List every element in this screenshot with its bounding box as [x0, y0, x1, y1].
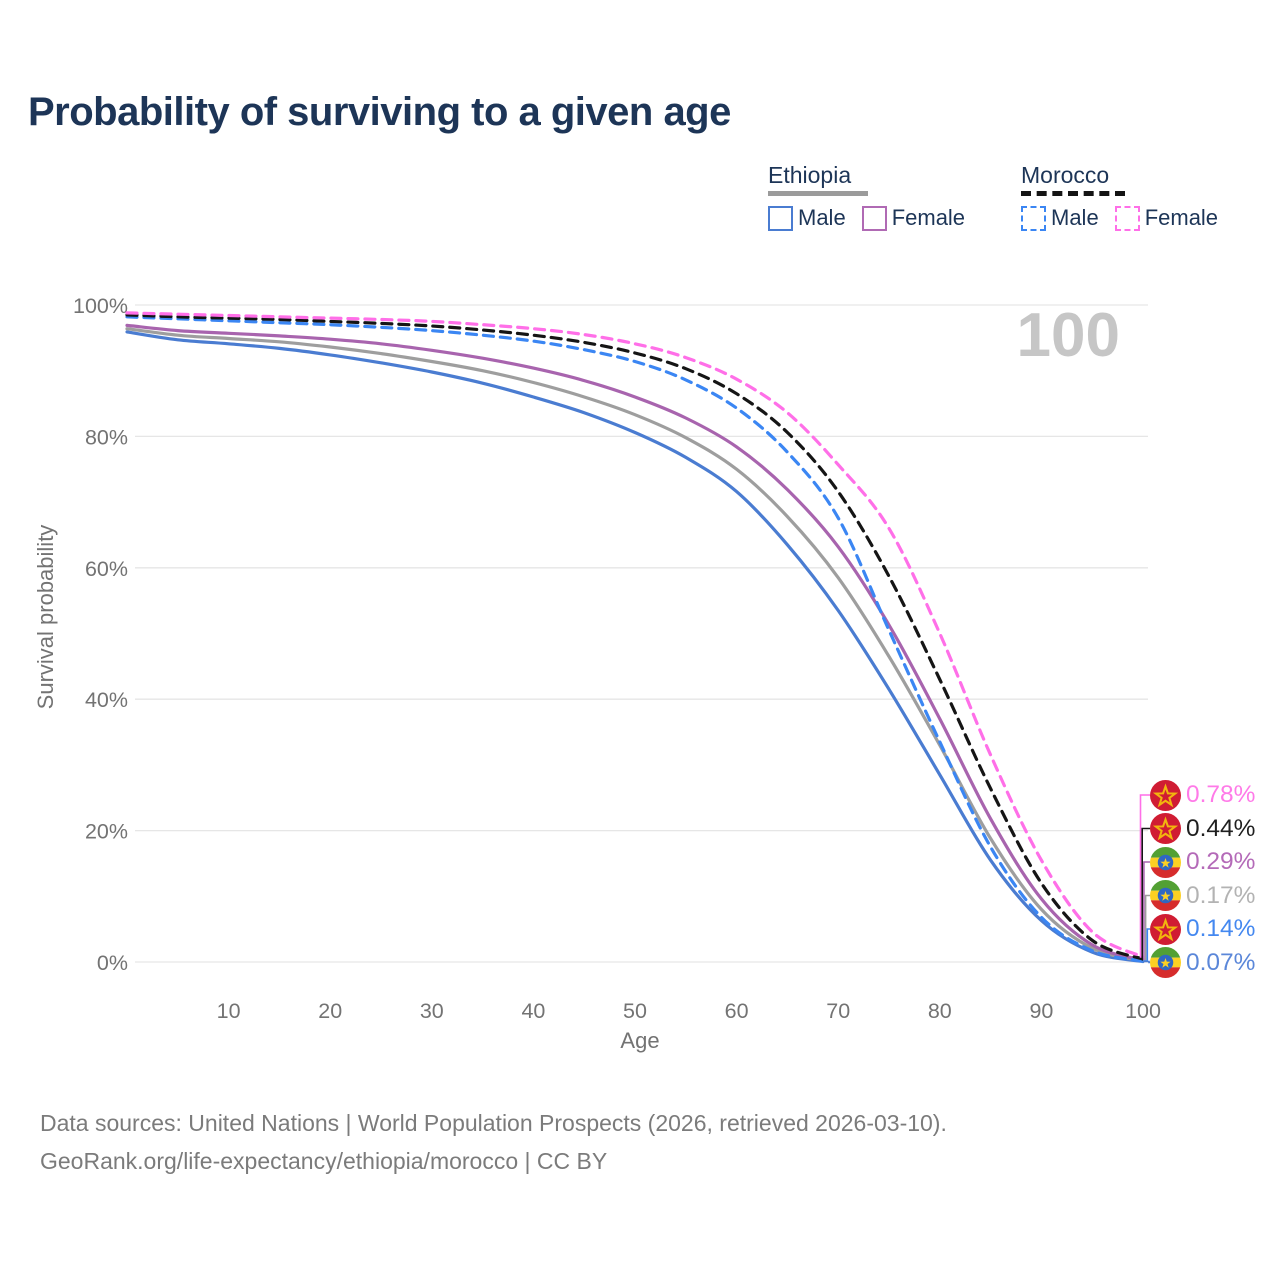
y-tick-60: 60% — [85, 557, 128, 581]
swatch-morocco-female — [1114, 205, 1140, 231]
y-tick-80: 80% — [85, 425, 128, 449]
swatch-ethiopia-female — [861, 205, 887, 231]
y-tick-40: 40% — [85, 688, 128, 712]
y-tick-0: 0% — [97, 951, 128, 975]
series-line-morocco-all[interactable] — [125, 313, 1145, 961]
swatch-ethiopia-male — [768, 205, 793, 231]
swatch-morocco-male — [1021, 205, 1046, 231]
legend-line-sample-dashed — [1021, 191, 1125, 196]
ethiopia-flag-icon — [1150, 947, 1181, 978]
legend-label-morocco-male: Male — [1051, 205, 1099, 230]
ethiopia-flag-icon — [1150, 880, 1181, 911]
legend-group-ethiopia[interactable]: Ethiopia Male Female — [768, 163, 965, 231]
series-line-ethiopia-male[interactable] — [125, 330, 1145, 964]
end-value-ethiopia-female: 0.29% — [1186, 848, 1256, 875]
end-label-morocco-male[interactable]: 0.14% — [1150, 913, 1255, 946]
end-value-ethiopia-male: 0.07% — [1186, 948, 1256, 976]
footer-sources: Data sources: United Nations | World Pop… — [40, 1110, 947, 1136]
x-tick-10: 10 — [217, 999, 241, 1023]
footer-note: Data sources: United Nations | World Pop… — [40, 1104, 947, 1180]
x-tick-80: 80 — [928, 999, 952, 1023]
x-tick-70: 70 — [826, 999, 850, 1023]
series-line-morocco-female[interactable] — [125, 311, 1145, 959]
legend-group-morocco[interactable]: Morocco Male Female — [1021, 163, 1218, 231]
x-tick-100: 100 — [1125, 999, 1161, 1023]
end-value-ethiopia-all: 0.17% — [1186, 881, 1256, 909]
morocco-flag-icon — [1150, 913, 1181, 945]
end-connector-ethiopia-male — [1143, 960, 1150, 964]
legend-line-sample-solid — [768, 191, 868, 196]
series-line-ethiopia-all[interactable] — [125, 327, 1145, 963]
x-tick-50: 50 — [623, 999, 647, 1023]
legend-item-ethiopia-male[interactable]: Male — [768, 205, 846, 231]
legend-header-ethiopia[interactable]: Ethiopia — [768, 162, 852, 188]
legend-label-ethiopia-female: Female — [891, 205, 966, 230]
y-tick-100: 100% — [73, 294, 128, 318]
end-value-morocco-all: 0.44% — [1186, 814, 1256, 842]
morocco-flag-icon — [1150, 779, 1181, 811]
y-axis-title: Survival probability — [33, 524, 58, 710]
end-connector-ethiopia-female — [1143, 861, 1150, 961]
end-connector-morocco-all — [1141, 827, 1150, 960]
footer-url: GeoRank.org/life-expectancy/ethiopia/mor… — [40, 1148, 608, 1174]
legend-header-morocco[interactable]: Morocco — [1021, 162, 1110, 188]
end-label-ethiopia-all[interactable]: 0.17% — [1150, 879, 1255, 912]
ethiopia-flag-icon — [1150, 846, 1181, 878]
end-value-morocco-male: 0.14% — [1186, 915, 1256, 942]
legend-item-morocco-female[interactable]: Female — [1114, 205, 1219, 231]
end-label-morocco-all[interactable]: 0.44% — [1150, 812, 1255, 845]
y-tick-20: 20% — [85, 820, 128, 844]
page-title: Probability of surviving to a given age — [28, 90, 731, 134]
legend-item-morocco-male[interactable]: Male — [1021, 205, 1099, 231]
hovered-age-watermark: 100 — [1016, 301, 1120, 370]
series-line-morocco-male[interactable] — [125, 315, 1145, 963]
x-axis-title: Age — [620, 1028, 660, 1053]
end-label-ethiopia-female[interactable]: 0.29% — [1150, 846, 1255, 879]
x-tick-30: 30 — [420, 999, 444, 1023]
legend-item-ethiopia-female[interactable]: Female — [861, 205, 966, 231]
legend-label-morocco-female: Female — [1144, 205, 1219, 230]
x-tick-40: 40 — [521, 999, 545, 1023]
x-tick-20: 20 — [318, 999, 342, 1023]
end-label-morocco-female[interactable]: 0.78% — [1150, 779, 1255, 812]
x-tick-60: 60 — [725, 999, 749, 1023]
end-label-ethiopia-male[interactable]: 0.07% — [1150, 946, 1255, 979]
legend-label-ethiopia-male: Male — [798, 205, 846, 230]
series-line-ethiopia-female[interactable] — [125, 323, 1145, 962]
morocco-flag-icon — [1150, 813, 1181, 844]
end-value-morocco-female: 0.78% — [1186, 781, 1256, 808]
x-tick-90: 90 — [1029, 999, 1053, 1023]
